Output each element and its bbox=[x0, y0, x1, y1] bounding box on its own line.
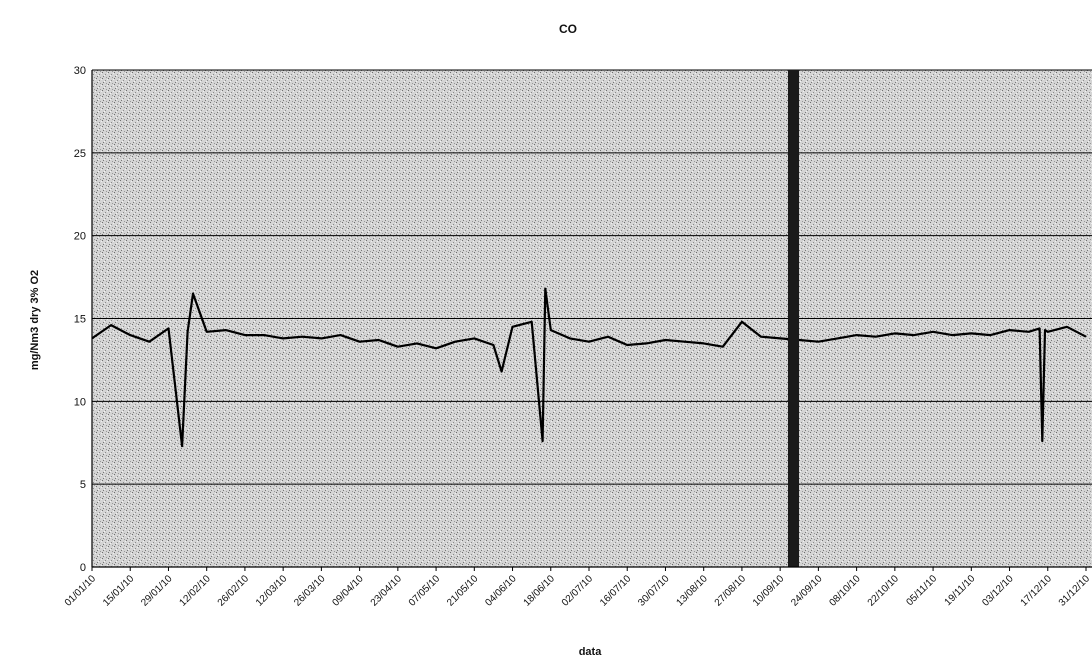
x-tick-label: 29/01/10 bbox=[139, 573, 175, 609]
x-tick-label: 17/12/10 bbox=[1019, 573, 1055, 609]
scan-artifact-band bbox=[788, 70, 799, 567]
x-tick-label: 01/01/10 bbox=[63, 573, 99, 609]
x-tick-label: 24/09/10 bbox=[789, 573, 825, 609]
x-tick-label: 30/07/10 bbox=[636, 573, 672, 609]
x-axis-label: data bbox=[579, 646, 603, 658]
x-axis-ticks: 01/01/10 15/01/10 29/01/10 12/02/10 26/02/10… bbox=[63, 567, 1092, 609]
grid-lines bbox=[92, 69, 1092, 485]
y-tick-label: 15 bbox=[74, 314, 86, 326]
y-axis-label: mg/Nm3 dry 3% O2 bbox=[29, 270, 41, 370]
x-tick-label: 26/02/10 bbox=[216, 573, 252, 609]
x-tick-label: 03/12/10 bbox=[980, 573, 1016, 609]
series-line-co bbox=[91, 287, 1087, 448]
x-tick-label: 15/01/10 bbox=[101, 573, 137, 609]
y-tick-label: 0 bbox=[80, 562, 86, 574]
x-tick-label: 08/10/10 bbox=[827, 573, 863, 609]
x-tick-label: 07/05/10 bbox=[407, 573, 443, 609]
x-tick-label: 09/04/10 bbox=[330, 573, 366, 609]
y-tick-label: 20 bbox=[74, 231, 86, 243]
chart-title: CO bbox=[559, 22, 577, 36]
x-tick-label: 02/07/10 bbox=[560, 573, 596, 609]
x-tick-label: 10/09/10 bbox=[751, 573, 787, 609]
y-axis-ticks: 0 5 10 15 20 25 30 bbox=[74, 65, 86, 574]
x-tick-label: 26/03/10 bbox=[292, 573, 328, 609]
y-tick-label: 25 bbox=[74, 148, 86, 160]
y-tick-label: 10 bbox=[74, 396, 86, 408]
x-tick-label: 23/04/10 bbox=[369, 573, 405, 609]
x-tick-label: 04/06/10 bbox=[483, 573, 519, 609]
x-tick-label: 19/11/10 bbox=[943, 573, 978, 608]
x-tick-label: 22/10/10 bbox=[866, 573, 902, 609]
y-tick-label: 5 bbox=[80, 479, 86, 491]
x-tick-label: 21/05/10 bbox=[445, 573, 481, 609]
x-tick-label: 05/11/10 bbox=[904, 573, 939, 608]
x-tick-label: 16/07/10 bbox=[598, 573, 634, 609]
y-tick-label: 30 bbox=[74, 65, 86, 77]
x-tick-label: 12/02/10 bbox=[178, 573, 214, 609]
x-tick-label: 31/12/10 bbox=[1057, 573, 1092, 609]
x-tick-label: 12/03/10 bbox=[254, 573, 290, 609]
x-tick-label: 27/08/10 bbox=[713, 573, 749, 609]
x-tick-label: 13/08/10 bbox=[675, 573, 711, 609]
x-tick-label: 18/06/10 bbox=[522, 573, 558, 609]
